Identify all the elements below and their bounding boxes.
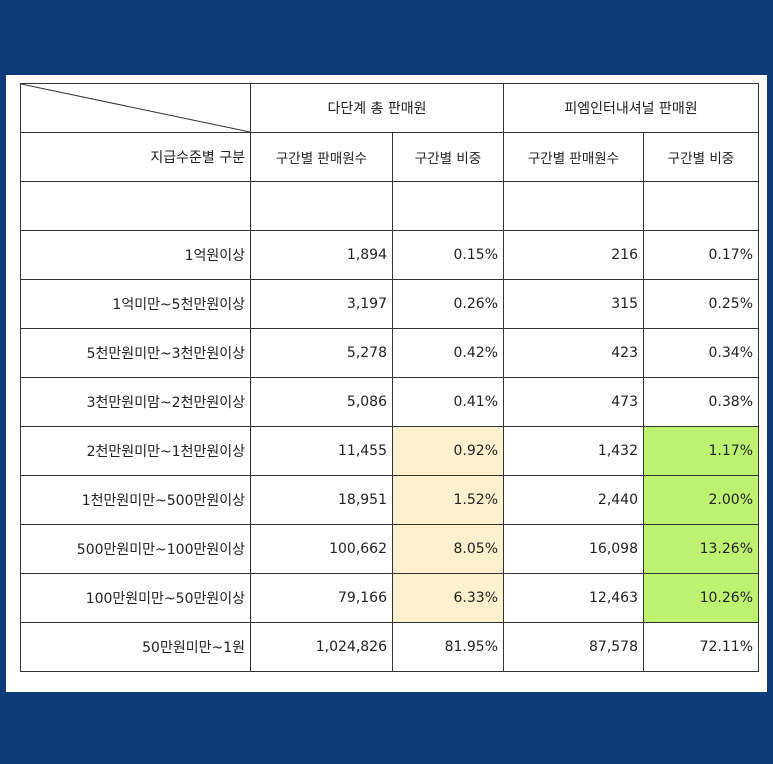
count-pm: 423 bbox=[503, 328, 644, 378]
share-total-highlighted: 1.52% bbox=[392, 475, 504, 525]
count-total: 11,455 bbox=[250, 426, 393, 476]
share-total-highlighted: 8.05% bbox=[392, 524, 504, 574]
share-total: 0.26% bbox=[392, 279, 504, 329]
count-total: 5,278 bbox=[250, 328, 393, 378]
row-label: 500만원미만~100만원이상 bbox=[20, 524, 251, 574]
row-label: 1천만원미만~500만원이상 bbox=[20, 475, 251, 525]
row-label: 2천만원미만~1천만원이상 bbox=[20, 426, 251, 476]
col-header-count-total: 구간별 판매원수 bbox=[250, 132, 393, 182]
share-total: 81.95% bbox=[392, 622, 504, 672]
empty-cell bbox=[250, 181, 393, 231]
count-pm: 216 bbox=[503, 230, 644, 280]
diagonal-line bbox=[21, 84, 250, 132]
header-row-groups: 다단계 총 판매원 피엠인터내셔널 판매원 bbox=[20, 83, 759, 133]
table-row: 1억미만~5천만원이상 3,197 0.26% 315 0.25% bbox=[20, 279, 759, 329]
col-header-share-pm: 구간별 비중 bbox=[643, 132, 759, 182]
header-row-columns: 지급수준별 구분 구간별 판매원수 구간별 비중 구간별 판매원수 구간별 비중 bbox=[20, 132, 759, 182]
count-total: 3,197 bbox=[250, 279, 393, 329]
row-label: 3천만원미맘~2천만원이상 bbox=[20, 377, 251, 427]
row-label: 100만원미만~50만원이상 bbox=[20, 573, 251, 623]
count-pm: 1,432 bbox=[503, 426, 644, 476]
share-pm-highlighted: 10.26% bbox=[643, 573, 759, 623]
row-label: 5천만원미만~3천만원이상 bbox=[20, 328, 251, 378]
share-total: 0.15% bbox=[392, 230, 504, 280]
count-pm: 87,578 bbox=[503, 622, 644, 672]
table-row: 5천만원미만~3천만원이상 5,278 0.42% 423 0.34% bbox=[20, 328, 759, 378]
share-total: 0.41% bbox=[392, 377, 504, 427]
share-pm-highlighted: 13.26% bbox=[643, 524, 759, 574]
empty-cell bbox=[503, 181, 644, 231]
row-header-label: 지급수준별 구분 bbox=[20, 132, 251, 182]
row-label: 1억원이상 bbox=[20, 230, 251, 280]
salary-distribution-table: 다단계 총 판매원 피엠인터내셔널 판매원 지급수준별 구분 구간별 판매원수 … bbox=[20, 83, 759, 672]
table-row: 2천만원미만~1천만원이상 11,455 0.92% 1,432 1.17% bbox=[20, 426, 759, 476]
diagonal-corner-cell bbox=[20, 83, 251, 133]
empty-cell bbox=[392, 181, 504, 231]
empty-cell bbox=[643, 181, 759, 231]
share-pm-highlighted: 1.17% bbox=[643, 426, 759, 476]
count-pm: 16,098 bbox=[503, 524, 644, 574]
share-pm: 0.38% bbox=[643, 377, 759, 427]
table-row: 3천만원미맘~2천만원이상 5,086 0.41% 473 0.38% bbox=[20, 377, 759, 427]
table-row: 1천만원미만~500만원이상 18,951 1.52% 2,440 2.00% bbox=[20, 475, 759, 525]
col-header-count-pm: 구간별 판매원수 bbox=[503, 132, 644, 182]
table-panel: 다단계 총 판매원 피엠인터내셔널 판매원 지급수준별 구분 구간별 판매원수 … bbox=[6, 75, 767, 692]
table-row: 500만원미만~100만원이상 100,662 8.05% 16,098 13.… bbox=[20, 524, 759, 574]
share-total-highlighted: 0.92% bbox=[392, 426, 504, 476]
table-row: 50만원미만~1원 1,024,826 81.95% 87,578 72.11% bbox=[20, 622, 759, 672]
count-total: 5,086 bbox=[250, 377, 393, 427]
share-pm: 0.17% bbox=[643, 230, 759, 280]
table-row: 1억원이상 1,894 0.15% 216 0.17% bbox=[20, 230, 759, 280]
count-pm: 12,463 bbox=[503, 573, 644, 623]
row-label: 50만원미만~1원 bbox=[20, 622, 251, 672]
share-total-highlighted: 6.33% bbox=[392, 573, 504, 623]
share-pm: 0.34% bbox=[643, 328, 759, 378]
count-pm: 315 bbox=[503, 279, 644, 329]
count-pm: 2,440 bbox=[503, 475, 644, 525]
share-pm: 0.25% bbox=[643, 279, 759, 329]
group-header-pm: 피엠인터내셔널 판매원 bbox=[503, 83, 759, 133]
share-pm-highlighted: 2.00% bbox=[643, 475, 759, 525]
share-total: 0.42% bbox=[392, 328, 504, 378]
count-total: 79,166 bbox=[250, 573, 393, 623]
count-total: 1,024,826 bbox=[250, 622, 393, 672]
empty-row bbox=[20, 181, 759, 231]
count-total: 18,951 bbox=[250, 475, 393, 525]
row-label: 1억미만~5천만원이상 bbox=[20, 279, 251, 329]
share-pm: 72.11% bbox=[643, 622, 759, 672]
count-pm: 473 bbox=[503, 377, 644, 427]
count-total: 100,662 bbox=[250, 524, 393, 574]
table-row: 100만원미만~50만원이상 79,166 6.33% 12,463 10.26… bbox=[20, 573, 759, 623]
col-header-share-total: 구간별 비중 bbox=[392, 132, 504, 182]
count-total: 1,894 bbox=[250, 230, 393, 280]
empty-cell bbox=[20, 181, 251, 231]
group-header-total: 다단계 총 판매원 bbox=[250, 83, 504, 133]
